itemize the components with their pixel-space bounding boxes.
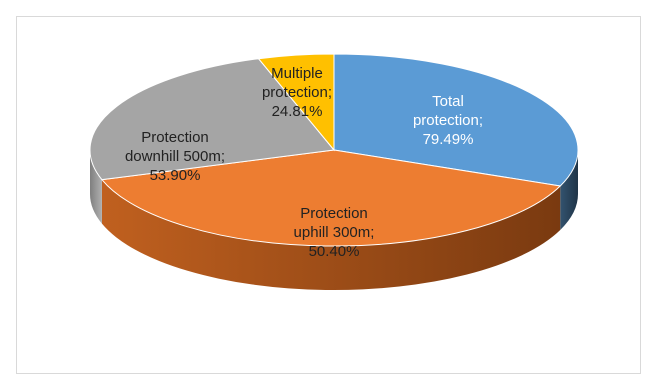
pie-label-text: downhill 500m; xyxy=(125,148,225,165)
pie-label-text: Total xyxy=(432,93,464,110)
pie-label-text: protection; xyxy=(413,112,483,129)
pie-label-2: Protection downhill 500m; 53.90% xyxy=(125,129,225,184)
pie-label-text: protection; xyxy=(262,84,332,101)
pie-label-text: Multiple xyxy=(271,65,323,82)
pie-label-3: Multiple protection; 24.81% xyxy=(262,65,332,120)
pie-slice-1 xyxy=(100,149,562,247)
pie-labels: Total protection; 79.49% Protection uphill 3… xyxy=(125,65,483,260)
pie-label-text: uphill 300m; xyxy=(294,224,375,241)
pie-slice-2 xyxy=(89,58,335,181)
pie-label-1: Protection uphill 300m; 50.40% xyxy=(294,205,375,260)
pie-label-value: 50.40% xyxy=(309,243,360,260)
pie-side-2 xyxy=(90,150,102,224)
pie-label-0: Total protection; 79.49% xyxy=(413,93,483,148)
pie-label-value: 79.49% xyxy=(423,131,474,148)
pie-label-value: 53.90% xyxy=(150,167,201,184)
pie-slice-0 xyxy=(333,53,579,187)
pie-slice-3 xyxy=(257,53,335,152)
pie-label-text: Protection xyxy=(141,129,209,146)
pie-side-0 xyxy=(560,150,578,230)
pie-slices xyxy=(89,53,579,247)
pie-label-text: Protection xyxy=(300,205,368,222)
pie-depth xyxy=(90,150,578,290)
pie-side-1 xyxy=(101,179,561,290)
pie-label-value: 24.81% xyxy=(272,103,323,120)
